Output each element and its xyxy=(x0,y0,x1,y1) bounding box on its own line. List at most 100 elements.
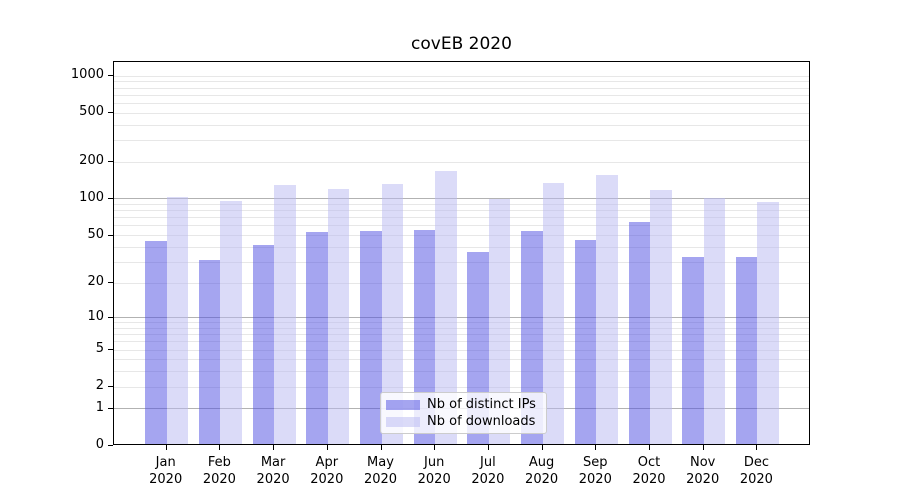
y-tick-mark xyxy=(108,407,113,409)
bar-ips-feb xyxy=(198,260,221,444)
bar-ips-sep xyxy=(574,240,597,444)
x-tick-label-sep: Sep 2020 xyxy=(578,455,612,487)
gridline-minor xyxy=(114,81,809,83)
x-tick-mark xyxy=(541,445,543,450)
gridline-minor xyxy=(114,124,809,126)
bar-ips-oct xyxy=(628,222,650,444)
bar-downloads-nov xyxy=(703,197,726,444)
y-tick-mark xyxy=(108,75,113,76)
y-tick-label: 50 xyxy=(87,226,104,242)
gridline-minor xyxy=(114,235,809,236)
gridline-minor xyxy=(114,112,809,114)
bar-downloads-sep xyxy=(596,174,618,444)
y-tick-label: 10 xyxy=(87,308,104,324)
x-tick-mark xyxy=(434,445,436,450)
y-tick-label: 0 xyxy=(95,437,104,452)
gridline-minor xyxy=(114,87,809,89)
x-tick-mark xyxy=(380,445,382,450)
legend-swatch-downloads xyxy=(386,416,420,427)
x-tick-mark xyxy=(649,445,650,450)
x-tick-mark xyxy=(219,445,221,450)
plot-area xyxy=(113,61,810,445)
x-tick-label-aug: Aug 2020 xyxy=(525,455,559,487)
y-tick-label: 1000 xyxy=(70,67,104,82)
gridline-minor xyxy=(114,203,809,205)
x-tick-mark xyxy=(273,445,275,450)
x-tick-label-jul: Jul 2020 xyxy=(471,455,505,487)
x-tick-mark xyxy=(756,445,758,450)
legend: Nb of distinct IPs Nb of downloads xyxy=(380,392,547,434)
gridline-major xyxy=(114,317,809,319)
x-tick-label-oct: Oct 2020 xyxy=(632,455,666,487)
gridline-minor xyxy=(114,334,809,336)
y-tick-mark xyxy=(108,112,113,114)
gridline-minor xyxy=(114,371,809,373)
y-tick-label: 2 xyxy=(95,378,104,394)
gridline-minor xyxy=(114,161,809,163)
gridline-minor xyxy=(114,94,809,96)
y-tick-label: 20 xyxy=(87,274,104,289)
legend-item-downloads: Nb of downloads xyxy=(386,414,538,429)
bar-downloads-may xyxy=(381,184,403,444)
bar-downloads-dec xyxy=(757,201,779,444)
y-tick-mark xyxy=(108,349,113,351)
bar-ips-dec xyxy=(735,256,758,444)
bar-downloads-jul xyxy=(488,198,511,444)
x-tick-label-dec: Dec 2020 xyxy=(739,455,773,487)
y-tick-mark xyxy=(108,197,113,199)
x-tick-mark xyxy=(595,445,597,450)
gridline-minor xyxy=(114,322,809,324)
x-tick-label-mar: Mar 2020 xyxy=(256,455,290,487)
y-tick-mark xyxy=(108,445,113,446)
bar-ips-apr xyxy=(306,232,328,444)
gridline-minor xyxy=(114,386,809,388)
legend-label-downloads: Nb of downloads xyxy=(427,414,536,429)
x-tick-label-jan: Jan 2020 xyxy=(149,455,183,487)
x-tick-label-apr: Apr 2020 xyxy=(310,455,344,487)
bar-ips-may xyxy=(360,231,382,444)
y-tick-label: 100 xyxy=(79,189,104,205)
legend-label-distinct-ips: Nb of distinct IPs xyxy=(427,397,536,412)
x-tick-mark xyxy=(702,445,704,450)
gridline-major xyxy=(114,198,809,200)
bar-downloads-aug xyxy=(542,182,565,444)
gridline-minor xyxy=(114,225,809,227)
gridline-minor xyxy=(114,139,809,141)
x-tick-label-nov: Nov 2020 xyxy=(686,455,720,487)
bar-ips-jun xyxy=(413,230,436,444)
x-tick-mark xyxy=(487,445,489,450)
gridline-minor xyxy=(114,246,809,248)
y-tick-mark xyxy=(108,386,113,388)
gridline-minor xyxy=(114,217,809,219)
gridline-minor xyxy=(114,282,809,284)
gridline-minor xyxy=(114,327,809,329)
bar-downloads-jun xyxy=(435,170,457,444)
gridline-minor xyxy=(114,261,809,263)
x-tick-mark xyxy=(326,445,328,450)
y-tick-mark xyxy=(108,316,113,318)
bar-downloads-mar xyxy=(274,184,296,444)
gridline-minor xyxy=(114,349,809,351)
x-tick-label-feb: Feb 2020 xyxy=(202,455,236,487)
bar-ips-nov xyxy=(682,256,704,444)
bar-downloads-oct xyxy=(650,189,672,444)
gridline-minor xyxy=(114,75,809,77)
legend-item-distinct-ips: Nb of distinct IPs xyxy=(386,397,538,412)
y-tick-mark xyxy=(108,161,113,162)
bar-downloads-feb xyxy=(220,200,242,444)
y-tick-mark xyxy=(108,234,113,236)
bar-downloads-jan xyxy=(166,197,189,444)
legend-swatch-distinct-ips xyxy=(386,399,420,410)
bar-ips-mar xyxy=(252,245,275,444)
bar-ips-aug xyxy=(521,231,543,444)
bar-downloads-apr xyxy=(327,189,350,444)
gridline-minor xyxy=(114,102,809,104)
gridline-minor xyxy=(114,210,809,212)
y-tick-label: 1 xyxy=(95,399,104,415)
x-tick-label-may: May 2020 xyxy=(363,455,398,487)
y-tick-mark xyxy=(108,282,113,283)
x-tick-mark xyxy=(165,445,167,450)
bar-ips-jan xyxy=(145,241,167,444)
y-tick-label: 5 xyxy=(95,341,104,357)
